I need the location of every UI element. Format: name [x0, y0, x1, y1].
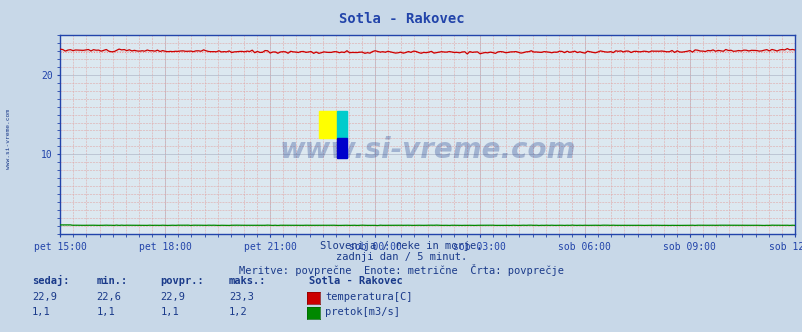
Text: sedaj:: sedaj: [32, 275, 70, 286]
Text: Meritve: povprečne  Enote: metrične  Črta: povprečje: Meritve: povprečne Enote: metrične Črta:… [239, 264, 563, 276]
Text: 1,1: 1,1 [160, 307, 179, 317]
Text: www.si-vreme.com: www.si-vreme.com [279, 136, 575, 164]
Text: 1,1: 1,1 [96, 307, 115, 317]
Text: 22,9: 22,9 [160, 292, 185, 302]
Text: 22,9: 22,9 [32, 292, 57, 302]
Text: min.:: min.: [96, 276, 128, 286]
Text: maks.:: maks.: [229, 276, 266, 286]
Text: 1,2: 1,2 [229, 307, 247, 317]
Text: Slovenija / reke in morje.: Slovenija / reke in morje. [320, 241, 482, 251]
Text: 23,3: 23,3 [229, 292, 253, 302]
Text: povpr.:: povpr.: [160, 276, 204, 286]
Text: 22,6: 22,6 [96, 292, 121, 302]
Text: zadnji dan / 5 minut.: zadnji dan / 5 minut. [335, 252, 467, 262]
Text: www.si-vreme.com: www.si-vreme.com [6, 110, 11, 169]
Text: pretok[m3/s]: pretok[m3/s] [325, 307, 399, 317]
Text: temperatura[C]: temperatura[C] [325, 292, 412, 302]
Text: Sotla - Rakovec: Sotla - Rakovec [338, 12, 464, 26]
Bar [336, 111, 347, 138]
Bar [336, 138, 347, 158]
Text: Sotla - Rakovec: Sotla - Rakovec [309, 276, 403, 286]
Text: 1,1: 1,1 [32, 307, 51, 317]
Bar [318, 111, 336, 138]
